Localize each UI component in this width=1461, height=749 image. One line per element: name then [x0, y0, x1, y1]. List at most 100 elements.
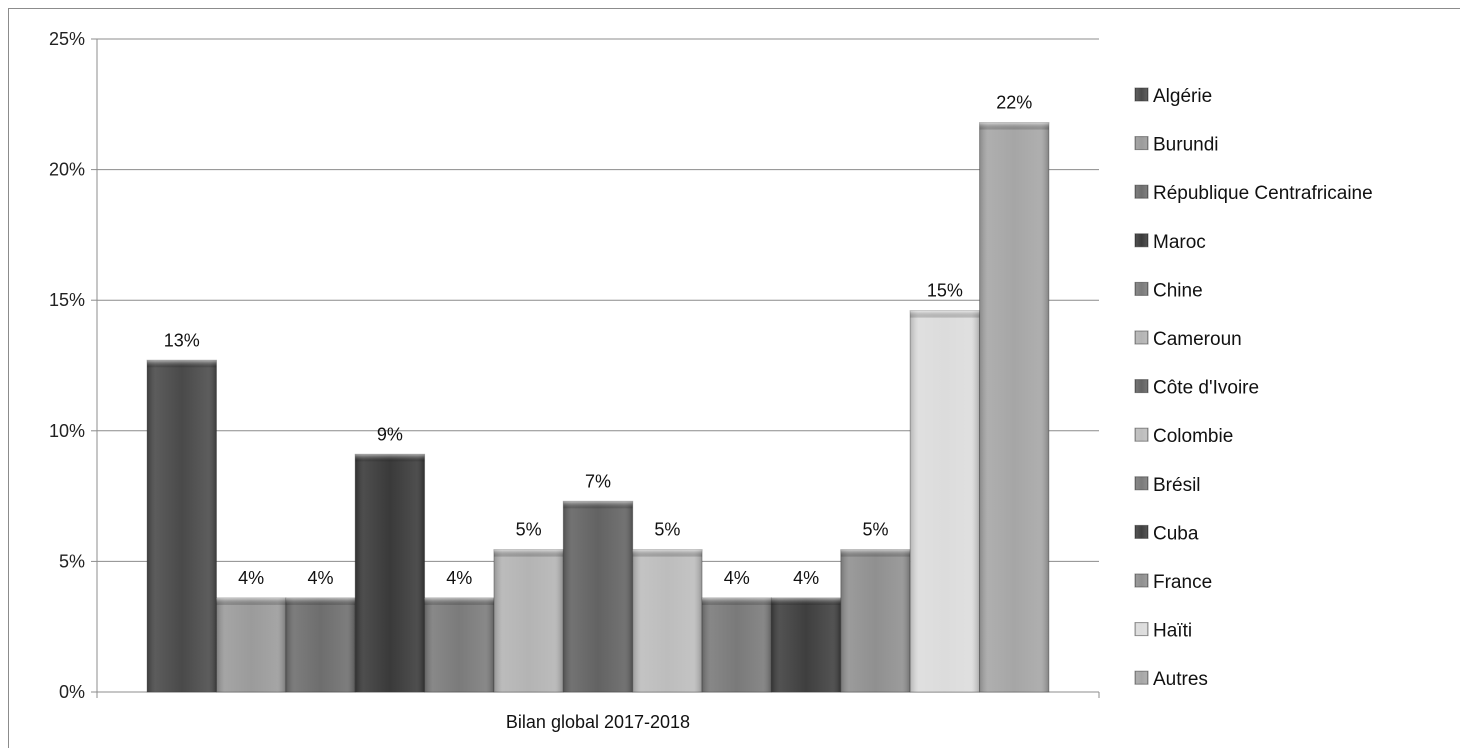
bar-8: [633, 550, 702, 692]
legend-label: Maroc: [1153, 232, 1206, 253]
legend-item: Chine: [1135, 280, 1203, 301]
bar-bevel: [702, 598, 771, 605]
y-tick-label: 5%: [59, 551, 85, 571]
bar-bevel: [841, 550, 910, 557]
bars: [147, 123, 1049, 692]
bar-shading: [216, 598, 285, 692]
bar-shading: [147, 360, 216, 692]
legend-item: République Centrafricaine: [1135, 183, 1373, 204]
legend-label: Haïti: [1153, 621, 1192, 642]
chart-frame: 0% 5% 10% 15% 20% 25% Bilan global 2017-2018 1…: [8, 8, 1460, 748]
bar-2: [216, 598, 285, 692]
data-label: 15%: [927, 281, 963, 301]
bar-11: [841, 550, 910, 692]
legend-item: Côte d'Ivoire: [1135, 378, 1259, 399]
data-label: 22%: [996, 93, 1032, 113]
y-tick-label: 20%: [49, 160, 85, 180]
legend-swatch-shading: [1135, 671, 1148, 684]
legend-swatch-shading: [1135, 525, 1148, 538]
bar-chart: 0% 5% 10% 15% 20% 25% Bilan global 2017-2018 1…: [9, 9, 1461, 749]
bar-shading: [425, 598, 494, 692]
bar-shading: [910, 311, 979, 692]
bar-bevel: [286, 598, 355, 605]
bar-6: [494, 550, 563, 692]
bar-bevel: [494, 550, 563, 557]
y-tick-label: 15%: [49, 290, 85, 310]
legend-swatch-shading: [1135, 282, 1148, 295]
bar-shading: [355, 454, 424, 692]
bar-3: [286, 598, 355, 692]
y-tick-label: 0%: [59, 682, 85, 702]
legend-label: Burundi: [1153, 135, 1219, 156]
bar-5: [425, 598, 494, 692]
legend-item: Maroc: [1135, 232, 1206, 253]
legend-swatch-shading: [1135, 234, 1148, 247]
y-tick-label: 10%: [49, 421, 85, 441]
legend-label: Autres: [1153, 669, 1208, 690]
bar-bevel: [771, 598, 840, 605]
legend-swatch-shading: [1135, 428, 1148, 441]
y-tick-label: 25%: [49, 29, 85, 49]
legend-item: Cuba: [1135, 523, 1199, 544]
bar-bevel: [563, 501, 632, 508]
bar-shading: [286, 598, 355, 692]
legend-swatch-shading: [1135, 137, 1148, 150]
data-label: 7%: [585, 471, 611, 491]
legend-swatch-shading: [1135, 88, 1148, 101]
bar-bevel: [216, 598, 285, 605]
legend-swatch-shading: [1135, 477, 1148, 490]
bar-shading: [841, 550, 910, 692]
legend-label: Algérie: [1153, 86, 1212, 107]
data-label: 9%: [377, 424, 403, 444]
legend-item: Algérie: [1135, 86, 1212, 107]
bar-bevel: [355, 454, 424, 461]
legend-item: Burundi: [1135, 135, 1219, 156]
bar-13: [980, 123, 1049, 692]
legend-label: Cuba: [1153, 523, 1199, 544]
legend-label: République Centrafricaine: [1153, 183, 1373, 204]
legend-label: France: [1153, 572, 1212, 593]
bar-4: [355, 454, 424, 692]
legend-item: Cameroun: [1135, 329, 1242, 350]
legend-label: Chine: [1153, 280, 1203, 301]
bar-7: [563, 501, 632, 692]
legend-swatch-shading: [1135, 574, 1148, 587]
bar-10: [771, 598, 840, 692]
bar-shading: [771, 598, 840, 692]
bar-shading: [494, 550, 563, 692]
legend-swatch-shading: [1135, 185, 1148, 198]
bar-bevel: [425, 598, 494, 605]
legend-label: Cameroun: [1153, 329, 1242, 350]
data-label: 4%: [793, 568, 819, 588]
bar-shading: [702, 598, 771, 692]
x-category-label: Bilan global 2017-2018: [506, 712, 690, 732]
bar-9: [702, 598, 771, 692]
bar-bevel: [910, 311, 979, 318]
legend-item: Brésil: [1135, 475, 1201, 496]
bar-shading: [633, 550, 702, 692]
data-label: 4%: [446, 568, 472, 588]
bar-bevel: [980, 123, 1049, 130]
legend-label: Brésil: [1153, 475, 1201, 496]
legend-swatch-shading: [1135, 380, 1148, 393]
bar-1: [147, 360, 216, 692]
data-label: 4%: [724, 568, 750, 588]
legend: Algérie Burundi République Centrafricaine M…: [1135, 86, 1373, 690]
bar-bevel: [147, 360, 216, 367]
legend-item: France: [1135, 572, 1212, 593]
legend-label: Colombie: [1153, 426, 1233, 447]
legend-item: Haïti: [1135, 621, 1192, 642]
legend-swatch-shading: [1135, 623, 1148, 636]
data-label: 5%: [862, 520, 888, 540]
bar-12: [910, 311, 979, 692]
data-label: 5%: [654, 520, 680, 540]
legend-swatch-shading: [1135, 331, 1148, 344]
legend-item: Colombie: [1135, 426, 1233, 447]
legend-item: Autres: [1135, 669, 1208, 690]
bar-bevel: [633, 550, 702, 557]
bar-shading: [980, 123, 1049, 692]
data-label: 5%: [516, 520, 542, 540]
data-label: 4%: [238, 568, 264, 588]
data-label: 13%: [164, 330, 200, 350]
data-label: 4%: [308, 568, 334, 588]
